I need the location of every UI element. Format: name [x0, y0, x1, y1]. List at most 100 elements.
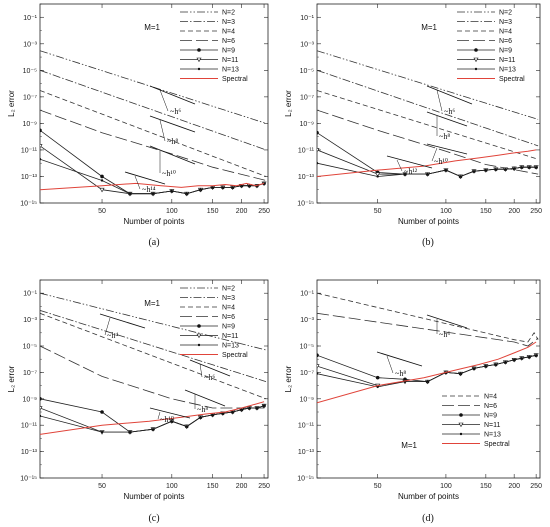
- legend-entry: N=13: [499, 67, 516, 74]
- y-tick-label: 10⁻¹³: [298, 174, 315, 181]
- slope-leader: [386, 355, 394, 374]
- legend-entry: N=6: [499, 38, 512, 45]
- y-axis-label: L₂ error: [7, 90, 16, 117]
- data-point: [528, 355, 531, 359]
- legend-entry: Spectral: [484, 441, 510, 448]
- data-point: [248, 184, 251, 187]
- legend-entry: Spectral: [499, 76, 525, 83]
- x-tick-label: 150: [480, 483, 492, 490]
- y-tick-label: 10⁻¹¹: [298, 423, 315, 430]
- legend-entry: Spectral: [222, 352, 248, 359]
- y-tick-label: 10⁻⁹: [300, 121, 314, 128]
- y-tick-label: 10⁻¹⁵: [297, 476, 314, 483]
- series-line-n13: [317, 354, 537, 388]
- y-tick-label: 10⁻¹³: [298, 449, 315, 456]
- y-tick-label: 10⁻⁵: [23, 68, 37, 75]
- legend-entry: N=4: [499, 29, 512, 36]
- x-tick-label: 50: [98, 208, 106, 215]
- panel-3: 10⁻¹ 10⁻³ 10⁻⁵ 10⁻⁷ 10⁻⁹ 10⁻¹¹ 10⁻¹³ 10⁻¹⁵ 50 100…: [7, 279, 270, 524]
- series-line-n3: [40, 310, 267, 382]
- x-tick-label: 150: [480, 208, 492, 215]
- y-axis-label: L₂ error: [284, 365, 293, 392]
- y-tick-label: 10⁻⁹: [300, 396, 314, 403]
- parameter-label: M=1: [401, 441, 417, 450]
- plot-frame: [39, 279, 269, 479]
- legend-entry: N=11: [484, 422, 501, 429]
- legend: N=4 N=6 N=9 N=11 N=13 Spectral: [442, 394, 510, 448]
- slope-line: [426, 314, 468, 329]
- parameter-label: M=1: [144, 299, 160, 308]
- data-point: [248, 406, 251, 410]
- data-point: [512, 167, 516, 170]
- legend-entry: N=9: [499, 48, 512, 55]
- slope-line: [149, 85, 196, 105]
- series-group: [40, 292, 267, 435]
- legend-entry: N=3: [499, 19, 512, 26]
- x-axis-label: Number of points: [124, 492, 185, 501]
- x-tick-label: 50: [98, 483, 106, 490]
- x-tick-label: 250: [258, 483, 270, 490]
- slope-label: ~h¹²: [404, 167, 418, 176]
- y-tick-label: 10⁻¹⁵: [297, 201, 314, 208]
- data-point: [459, 372, 462, 375]
- legend-entry: N=13: [222, 343, 239, 350]
- data-point: [520, 165, 523, 169]
- y-tick-label: 10⁻⁹: [23, 396, 37, 403]
- y-tick-label: 10⁻¹⁵: [20, 476, 37, 483]
- slope-label: ~h⁶: [170, 107, 181, 116]
- y-tick-label: 10⁻¹: [300, 291, 314, 298]
- x-axis-label: Number of points: [398, 217, 459, 226]
- y-tick-label: 10⁻¹⁵: [20, 201, 37, 208]
- slope-leader: [159, 89, 169, 112]
- slope-line: [189, 359, 231, 377]
- legend-entry: N=9: [222, 324, 235, 331]
- series-line-n2: [317, 50, 539, 120]
- data-point: [40, 158, 42, 161]
- x-tick-label: 200: [508, 208, 520, 215]
- data-point: [40, 406, 43, 411]
- data-point: [528, 165, 531, 169]
- data-point: [520, 356, 523, 360]
- data-point: [199, 188, 202, 191]
- series-group: [317, 50, 539, 180]
- data-point: [317, 372, 319, 375]
- y-tick-label: 10⁻³: [300, 41, 314, 48]
- series-line-spectral: [317, 149, 537, 177]
- data-point: [317, 148, 320, 153]
- slope-leader: [199, 363, 203, 378]
- y-tick-label: 10⁻⁷: [300, 94, 314, 101]
- y-tick-label: 10⁻¹³: [21, 174, 38, 181]
- legend-marker: [474, 67, 478, 71]
- legend-marker: [459, 413, 463, 417]
- data-point: [151, 427, 155, 431]
- data-point: [231, 410, 234, 414]
- legend-marker: [196, 57, 202, 63]
- legend-entry: N=3: [222, 295, 235, 302]
- series-line-n9: [40, 398, 265, 433]
- plot-frame: [39, 3, 269, 204]
- data-point: [100, 430, 104, 434]
- series-line-n4: [317, 292, 539, 343]
- y-tick-label: 10⁻⁷: [23, 94, 37, 101]
- data-point: [100, 410, 104, 414]
- series-line-n9: [317, 354, 537, 383]
- slope-label: ~h⁸: [439, 132, 450, 141]
- y-tick-label: 10⁻¹¹: [21, 147, 38, 154]
- data-point: [151, 192, 155, 195]
- y-tick-label: 10⁻¹: [300, 15, 314, 22]
- slope-line: [149, 407, 191, 419]
- x-tick-label: 150: [207, 483, 219, 490]
- x-axis-label: Number of points: [124, 217, 185, 226]
- panel-caption: (c): [148, 513, 159, 524]
- data-point: [40, 128, 42, 133]
- series-line-n6: [317, 109, 539, 175]
- panel-caption: (d): [422, 513, 434, 524]
- series-line-n13: [40, 158, 265, 195]
- series-line-n4: [317, 90, 539, 160]
- series-line-n2: [40, 50, 267, 124]
- slope-label: ~h⁸: [395, 369, 406, 378]
- slope-leader: [134, 175, 141, 190]
- y-tick-label: 10⁻⁵: [300, 344, 314, 351]
- slope-line: [184, 389, 226, 407]
- series-group: [40, 50, 267, 197]
